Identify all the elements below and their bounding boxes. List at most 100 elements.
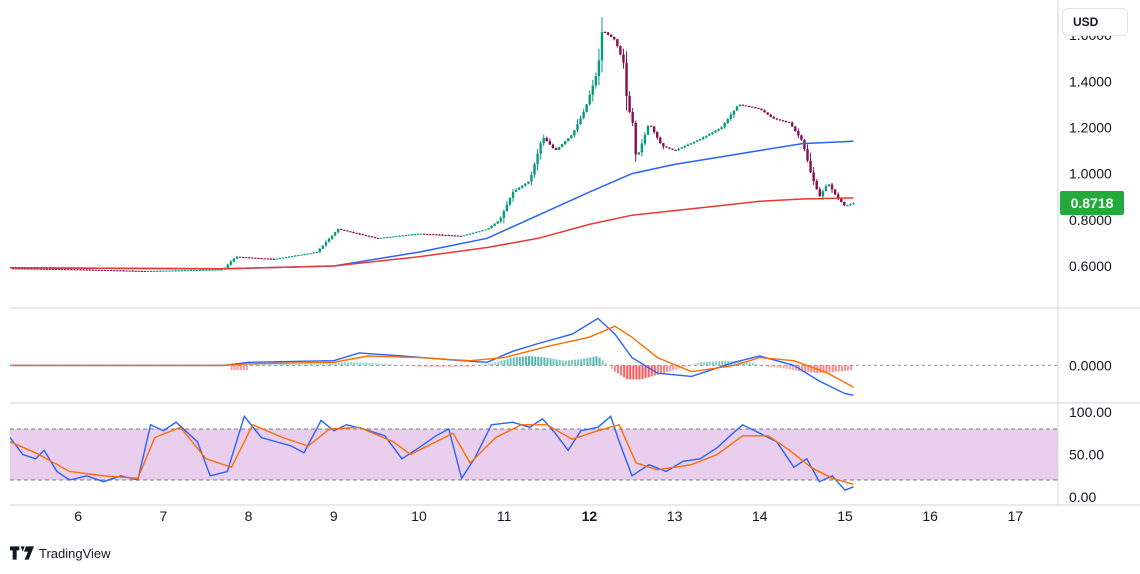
candle-body (794, 126, 797, 131)
macd-histogram-bar (288, 363, 291, 366)
candle-body (370, 236, 374, 238)
macd-histogram-bar (635, 365, 638, 380)
candle-body (490, 225, 493, 229)
candle-body (790, 122, 794, 127)
candle-body (852, 203, 855, 205)
candle-body (499, 217, 502, 222)
candle-body (376, 237, 380, 239)
macd-histogram-bar (322, 363, 325, 366)
macd-histogram-bar (592, 356, 595, 366)
macd-pane[interactable] (10, 317, 1058, 396)
candle-body (254, 257, 257, 259)
candle-body (346, 230, 349, 232)
candle-body (560, 144, 564, 147)
candle-body (674, 149, 677, 151)
macd-histogram-bar (540, 357, 543, 366)
candle-body (659, 137, 662, 144)
candle-body (85, 269, 88, 271)
currency-selector[interactable]: USD (1062, 8, 1128, 36)
candle-body (603, 32, 607, 34)
candle-body (600, 32, 604, 61)
candle-body (613, 36, 616, 40)
candle-body (128, 270, 131, 272)
macd-histogram-bar (761, 365, 764, 366)
candle-body (269, 258, 272, 260)
macd-histogram-bar (304, 363, 307, 366)
candle-body (367, 235, 371, 237)
macd-histogram-bar (279, 363, 282, 366)
macd-histogram-bar (230, 365, 233, 371)
candle-body (833, 189, 837, 195)
candle-body (643, 134, 647, 144)
macd-histogram-bar (337, 362, 340, 366)
macd-histogram-bar (751, 362, 754, 366)
candle-body (821, 191, 825, 197)
candle-body (441, 234, 444, 236)
candle-body (481, 230, 484, 232)
macd-histogram-bar (436, 365, 439, 367)
candle-body (809, 160, 812, 173)
candle-body (315, 252, 318, 254)
candle-body (177, 270, 180, 272)
candle-body (159, 270, 162, 272)
macd-histogram-bar (531, 356, 534, 366)
candle-body (373, 237, 377, 239)
macd-histogram-bar (451, 365, 454, 367)
candle-body (548, 141, 552, 145)
candle-body (459, 235, 463, 237)
candle-body (806, 149, 809, 161)
macd-histogram-bar (672, 365, 675, 371)
time-tick-label: 10 (411, 508, 427, 524)
price-pane[interactable] (9, 17, 855, 273)
price-tick-label: 1.0000 (1069, 166, 1112, 182)
macd-histogram-bar (350, 362, 353, 366)
candle-body (772, 116, 775, 119)
candle-body (294, 255, 297, 257)
candle-body (131, 270, 134, 272)
candle-body (340, 229, 343, 231)
candle-body (419, 233, 423, 235)
candle-body (429, 234, 432, 236)
macd-histogram-bar (371, 363, 374, 366)
candle-body (39, 268, 42, 270)
candle-body (478, 231, 481, 233)
macd-histogram-bar (503, 359, 506, 366)
macd-histogram-bar (524, 356, 527, 366)
macd-histogram-bar (552, 358, 555, 366)
candle-body (521, 185, 524, 188)
candle-body (652, 126, 656, 133)
candle-body (407, 234, 410, 236)
macd-histogram-bar (399, 365, 402, 366)
candle-body (840, 198, 843, 202)
macd-histogram-bar (607, 365, 610, 367)
macd-histogram-bar (690, 364, 693, 366)
candle-body (36, 268, 39, 270)
macd-histogram-bar (736, 361, 739, 366)
candle-body (260, 258, 263, 260)
macd-histogram-bar (558, 359, 561, 366)
macd-histogram-bar (353, 362, 356, 366)
candle-body (257, 257, 260, 259)
macd-histogram-bar (721, 360, 724, 366)
candle-body (671, 148, 674, 150)
candle-body (235, 256, 239, 259)
candle-body (180, 270, 183, 272)
candle-body (665, 146, 668, 148)
candle-body (824, 186, 828, 192)
rsi-pane[interactable] (9, 414, 1058, 492)
macd-histogram-bar (684, 365, 687, 367)
candle-body (729, 114, 733, 119)
macd-histogram-bar (393, 364, 396, 366)
candle-body (24, 268, 27, 270)
macd-histogram-bar (644, 365, 647, 379)
macd-histogram-bar (687, 365, 690, 366)
candle-body (364, 234, 368, 236)
macd-histogram-bar (779, 365, 782, 369)
macd-histogram-bar (396, 364, 399, 366)
branding-footer[interactable]: TradingView (10, 543, 111, 563)
macd-histogram-bar (472, 365, 475, 367)
macd-histogram-bar (647, 365, 650, 378)
macd-histogram-bar (773, 365, 776, 368)
macd-histogram-bar (307, 363, 310, 366)
time-tick-label: 16 (922, 508, 938, 524)
